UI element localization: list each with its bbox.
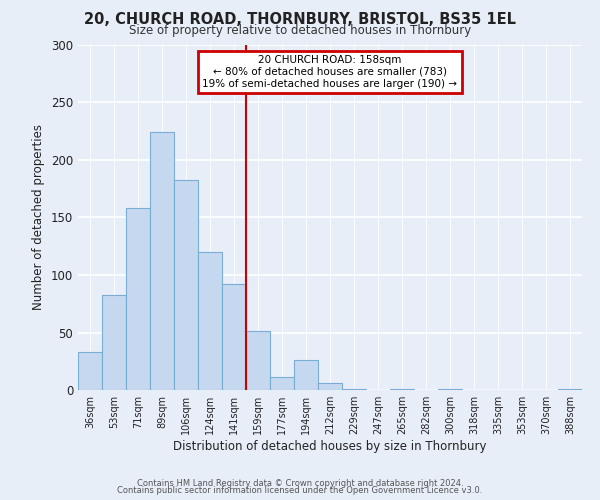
Text: 20 CHURCH ROAD: 158sqm
← 80% of detached houses are smaller (783)
19% of semi-de: 20 CHURCH ROAD: 158sqm ← 80% of detached… xyxy=(203,56,458,88)
Bar xyxy=(150,132,174,390)
Bar xyxy=(318,383,342,390)
X-axis label: Distribution of detached houses by size in Thornbury: Distribution of detached houses by size … xyxy=(173,440,487,453)
Text: 20, CHURCH ROAD, THORNBURY, BRISTOL, BS35 1EL: 20, CHURCH ROAD, THORNBURY, BRISTOL, BS3… xyxy=(84,12,516,28)
Bar xyxy=(174,180,198,390)
Bar xyxy=(558,389,582,390)
Bar xyxy=(198,252,222,390)
Bar xyxy=(102,294,126,390)
Bar xyxy=(342,389,366,390)
Bar xyxy=(438,389,462,390)
Text: Contains HM Land Registry data © Crown copyright and database right 2024.: Contains HM Land Registry data © Crown c… xyxy=(137,478,463,488)
Bar xyxy=(126,208,150,390)
Bar xyxy=(270,378,294,390)
Bar xyxy=(246,332,270,390)
Y-axis label: Number of detached properties: Number of detached properties xyxy=(32,124,46,310)
Text: Contains public sector information licensed under the Open Government Licence v3: Contains public sector information licen… xyxy=(118,486,482,495)
Bar xyxy=(78,352,102,390)
Text: Size of property relative to detached houses in Thornbury: Size of property relative to detached ho… xyxy=(129,24,471,37)
Bar xyxy=(390,389,414,390)
Bar xyxy=(222,284,246,390)
Bar xyxy=(294,360,318,390)
